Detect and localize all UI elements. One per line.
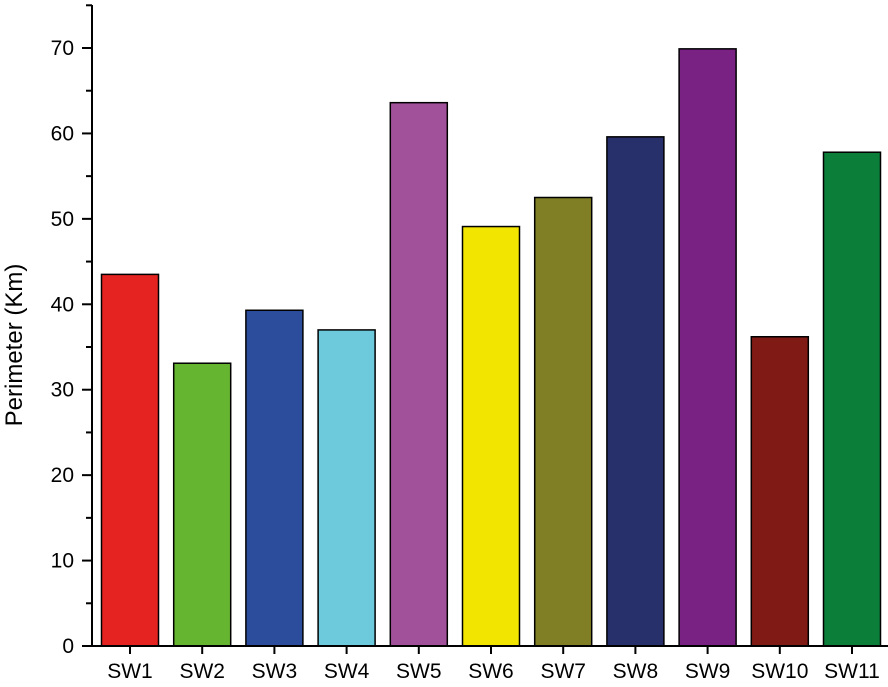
x-tick-label-sw4: SW4 xyxy=(324,660,370,683)
bar-sw1 xyxy=(100,273,160,647)
x-tick-label-sw6: SW6 xyxy=(468,660,514,683)
axes-group xyxy=(91,5,888,647)
bar-sw2 xyxy=(172,362,232,647)
bar-sw8 xyxy=(606,136,665,647)
y-tick-label: 70 xyxy=(51,37,74,60)
x-tick-label-sw2: SW2 xyxy=(179,660,225,683)
bar-sw5 xyxy=(389,101,449,647)
y-tick-label: 0 xyxy=(62,635,74,658)
y-axis-title: Perimeter (Km) xyxy=(1,264,28,427)
bar-sw6 xyxy=(461,225,521,647)
y-tick-label: 10 xyxy=(51,550,74,573)
x-tick-label-sw9: SW9 xyxy=(685,660,731,683)
x-labels-group: SW1 SW2 SW3 SW4 SW5 SW6 SW7 SW8 SW9 SW10 SW11 xyxy=(107,646,880,683)
bar-sw9 xyxy=(678,48,737,647)
bar-sw3 xyxy=(245,309,304,647)
x-tick-label-sw10: SW10 xyxy=(751,660,808,683)
bar-sw11 xyxy=(822,151,882,647)
x-tick-label-sw8: SW8 xyxy=(613,660,659,683)
bar-sw10 xyxy=(750,335,810,647)
y-tick-label: 50 xyxy=(51,208,74,231)
x-tick-label-sw3: SW3 xyxy=(252,660,298,683)
x-tick-label-sw7: SW7 xyxy=(540,660,586,683)
bars-group xyxy=(100,48,882,647)
y-tick-label: 40 xyxy=(51,293,74,316)
x-tick-label-sw5: SW5 xyxy=(396,660,442,683)
bar-sw4 xyxy=(317,329,376,647)
y-tick-label: 60 xyxy=(51,122,74,145)
x-tick-label-sw1: SW1 xyxy=(107,660,153,683)
y-tick-label: 30 xyxy=(51,379,74,402)
bar-sw7 xyxy=(533,196,593,647)
x-tick-label-sw11: SW11 xyxy=(824,660,880,683)
y-tick-label: 20 xyxy=(51,464,74,487)
y-ticks-group: 0 10 20 30 40 50 60 70 xyxy=(51,4,92,658)
